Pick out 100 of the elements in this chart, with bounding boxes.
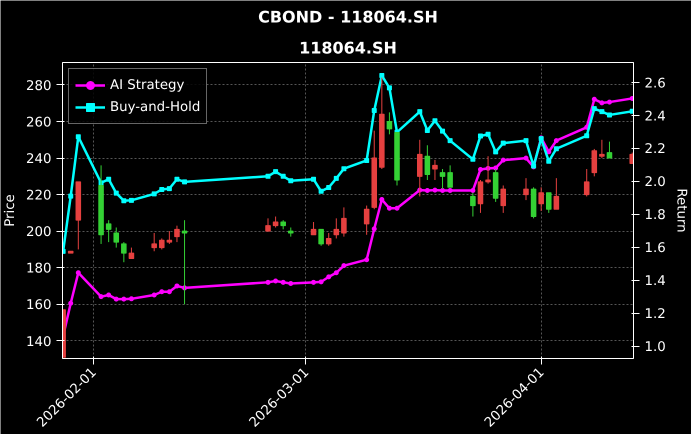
point [486,132,491,137]
point [364,158,370,163]
point [524,138,529,144]
point [121,198,126,204]
point [584,133,590,138]
point [592,106,597,112]
point [432,118,438,124]
y2-tick-label: 1.0 [644,340,666,356]
candlestick [478,179,484,214]
point [273,169,278,174]
point [273,278,278,284]
candlestick [500,184,506,214]
legend-label: Buy-and-Hold [110,100,200,114]
point [630,108,634,114]
candlestick [113,226,120,248]
point [128,198,134,203]
point [372,108,377,113]
y-axis-title: Price [3,194,18,227]
candlestick [334,218,340,239]
candlestick [310,222,316,236]
y-tick-label: 240 [26,152,52,168]
point [121,296,126,302]
candlestick [151,232,157,252]
candlestick [424,144,430,180]
y2-tick-label: 2.6 [644,76,666,92]
y-tick-label: 160 [26,298,52,314]
point [152,191,157,196]
y-tick-label: 140 [26,334,52,350]
legend-label: AI Strategy [110,78,184,92]
y2-tick-label: 1.6 [644,241,666,256]
point [364,257,370,262]
candlestick [592,148,598,177]
y2-tick-label: 2.2 [644,142,666,158]
point [599,109,604,114]
point [326,274,332,280]
point [500,140,506,146]
point [546,149,552,154]
point [68,300,74,306]
point [448,188,453,193]
point [554,138,559,144]
point [174,176,180,182]
y-tick-label: 180 [26,262,52,277]
point [334,176,339,181]
point [500,158,506,163]
y-tick-label: 220 [26,188,52,204]
candlestick [106,220,112,243]
candlestick [288,226,294,238]
y2-tick-label: 1.2 [644,307,666,322]
point [448,138,453,144]
candlestick [432,159,438,180]
point [372,226,377,232]
point [524,156,529,161]
y-tick-label: 260 [26,116,52,131]
y2-axis-title: Return [674,188,689,233]
point [288,280,294,286]
chart-title: CBOND - 118064.SH [258,8,438,26]
point [424,188,430,193]
candlestick [341,206,347,238]
y2-tick-label: 2.0 [644,175,666,190]
point [394,206,400,211]
y2-tick-label: 2.4 [644,109,666,124]
candlestick [554,178,560,210]
candlestick [523,178,529,201]
candlestick [265,218,271,232]
candlestick [447,164,453,188]
point [470,156,476,162]
point [68,194,74,199]
candlestick [166,230,172,244]
point [182,179,188,184]
point [379,73,384,78]
candlestick [318,228,324,246]
point [318,188,324,194]
point [311,280,316,285]
point [98,294,104,300]
point [386,206,392,211]
point [470,188,476,193]
point [106,292,112,298]
point [417,109,422,114]
point [159,289,164,294]
candlestick [326,232,332,246]
point [334,270,339,276]
point [159,186,164,192]
point [114,190,119,196]
candlestick [280,220,286,230]
candlestick [174,225,180,243]
point [630,96,634,101]
point [493,149,498,154]
y2-tick-label: 1.8 [644,208,666,224]
point [432,188,438,193]
point [174,283,180,288]
point [76,134,81,140]
point [106,176,112,182]
point [424,128,430,133]
y-tick-label: 280 [26,78,52,94]
point [606,112,612,118]
point [166,186,172,192]
candlestick [546,192,552,214]
point [606,100,612,105]
point [546,158,552,164]
point [592,96,597,102]
